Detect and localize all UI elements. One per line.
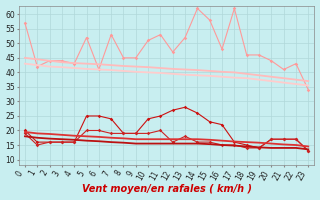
X-axis label: Vent moyen/en rafales ( km/h ): Vent moyen/en rafales ( km/h ) bbox=[82, 184, 252, 194]
